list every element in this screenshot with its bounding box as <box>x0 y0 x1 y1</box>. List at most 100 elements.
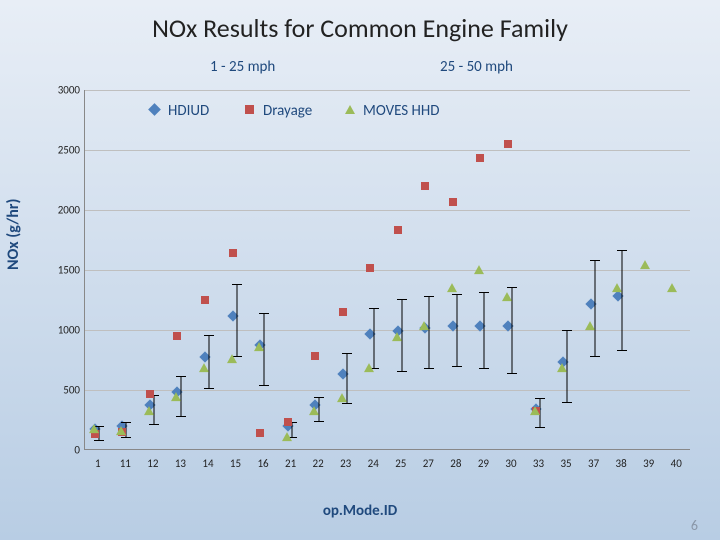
x-tick-label: 37 <box>588 457 599 470</box>
y-tick-label: 2500 <box>40 144 80 157</box>
x-tick-label: 27 <box>423 457 434 470</box>
x-tick-label: 13 <box>175 457 186 470</box>
data-point <box>314 412 324 421</box>
error-cap <box>397 299 407 300</box>
data-point <box>204 369 214 378</box>
error-cap <box>617 250 627 251</box>
error-cap <box>562 330 572 331</box>
error-cap <box>369 308 379 309</box>
error-cap <box>535 398 545 399</box>
error-cap <box>590 356 600 357</box>
error-cap <box>424 368 434 369</box>
error-cap <box>507 287 517 288</box>
data-point <box>617 288 627 297</box>
x-tick-label: 35 <box>560 457 571 470</box>
data-point <box>176 398 186 407</box>
data-point <box>672 288 682 297</box>
error-bar <box>484 292 485 369</box>
y-tick-label: 2000 <box>40 204 80 217</box>
page-number: 6 <box>691 517 698 534</box>
error-bar <box>456 294 457 366</box>
x-tick-label: 11 <box>120 457 131 470</box>
error-cap <box>314 397 324 398</box>
grid-line <box>85 90 690 91</box>
data-point <box>369 369 379 378</box>
error-cap <box>617 350 627 351</box>
error-cap <box>204 335 214 336</box>
x-tick-label: 14 <box>202 457 213 470</box>
x-tick-label: 16 <box>257 457 268 470</box>
error-cap <box>204 388 214 389</box>
error-bar <box>236 284 237 356</box>
data-point <box>232 359 242 368</box>
data-point <box>260 433 268 441</box>
error-cap <box>479 368 489 369</box>
data-point <box>480 158 488 166</box>
data-point <box>177 336 185 344</box>
plot-area: 0500100015002000250030001111213141516212… <box>70 90 690 470</box>
x-tick-label: 40 <box>671 457 682 470</box>
data-point <box>590 327 600 336</box>
chart-title: NOx Results for Common Engine Family <box>0 0 720 44</box>
data-point <box>452 288 462 297</box>
grid-line <box>85 270 690 271</box>
data-point <box>507 298 517 307</box>
data-point <box>259 347 269 356</box>
error-cap <box>397 371 407 372</box>
data-point <box>479 270 489 279</box>
x-tick-label: 22 <box>313 457 324 470</box>
data-point <box>508 144 516 152</box>
error-cap <box>232 284 242 285</box>
data-point <box>233 253 241 261</box>
error-bar <box>374 308 375 368</box>
error-cap <box>507 373 517 374</box>
grid-line <box>85 150 690 151</box>
y-tick-label: 1500 <box>40 264 80 277</box>
x-axis-title: op.Mode.ID <box>0 502 720 520</box>
x-tick-label: 24 <box>368 457 379 470</box>
data-point <box>645 266 655 275</box>
data-point <box>149 412 159 421</box>
group-label: 1 - 25 mph <box>210 58 275 76</box>
y-tick-label: 500 <box>40 384 80 397</box>
x-tick-label: 21 <box>285 457 296 470</box>
x-tick-label: 39 <box>643 457 654 470</box>
group-label: 25 - 50 mph <box>440 58 513 76</box>
error-cap <box>590 260 600 261</box>
plot-inner <box>84 90 690 450</box>
data-point <box>150 394 158 402</box>
data-point <box>121 431 131 440</box>
x-tick-label: 25 <box>395 457 406 470</box>
data-point <box>424 327 434 336</box>
x-tick-label: 33 <box>533 457 544 470</box>
x-tick-label: 30 <box>505 457 516 470</box>
data-point <box>562 369 572 378</box>
x-tick-label: 38 <box>616 457 627 470</box>
error-cap <box>176 416 186 417</box>
grid-line <box>85 210 690 211</box>
error-cap <box>342 353 352 354</box>
data-point <box>288 422 296 430</box>
x-tick-label: 23 <box>340 457 351 470</box>
data-point <box>342 399 352 408</box>
data-point <box>287 437 297 446</box>
error-cap <box>424 296 434 297</box>
x-tick-label: 15 <box>230 457 241 470</box>
error-bar <box>622 250 623 351</box>
error-cap <box>259 313 269 314</box>
error-cap <box>562 402 572 403</box>
data-point <box>94 430 104 439</box>
y-tick-label: 0 <box>40 444 80 457</box>
error-cap <box>314 421 324 422</box>
error-cap <box>479 292 489 293</box>
data-point <box>453 202 461 210</box>
x-tick-label: 29 <box>478 457 489 470</box>
data-point <box>425 186 433 194</box>
error-cap <box>535 427 545 428</box>
error-cap <box>259 385 269 386</box>
data-point <box>343 312 351 320</box>
error-bar <box>594 260 595 356</box>
error-bar <box>208 335 209 388</box>
y-tick-label: 1000 <box>40 324 80 337</box>
data-point <box>205 300 213 308</box>
